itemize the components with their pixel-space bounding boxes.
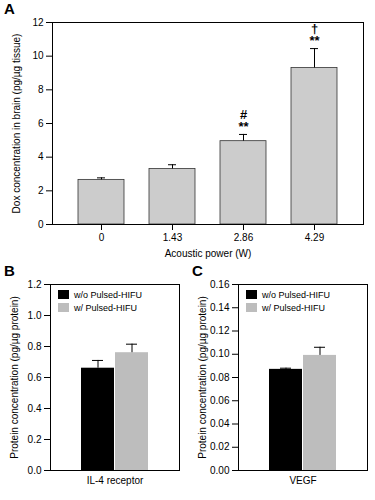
html-text:w/ Pulsed-HIFU: w/ Pulsed-HIFU: [262, 303, 325, 313]
svg-text:Acoustic power (W): Acoustic power (W): [165, 248, 252, 259]
svg-text:1.0: 1.0: [28, 310, 42, 321]
svg-text:0.10: 0.10: [210, 348, 230, 359]
svg-text:6: 6: [38, 118, 44, 129]
svg-text:0.12: 0.12: [210, 325, 230, 336]
svg-text:Protein concentration (pg/µg p: Protein concentration (pg/µg protein): [9, 296, 20, 459]
svg-text:0.06: 0.06: [210, 395, 230, 406]
svg-text:1.43: 1.43: [163, 232, 183, 243]
svg-text:IL-4 receptor: IL-4 receptor: [87, 475, 144, 486]
html-text:B: B: [4, 262, 15, 279]
svg-text:4.29: 4.29: [305, 232, 325, 243]
svg-text:VEGF: VEGF: [289, 475, 316, 486]
svg-text:4: 4: [38, 151, 44, 162]
svg-text:0: 0: [38, 219, 44, 230]
svg-text:0.4: 0.4: [28, 403, 42, 414]
svg-text:0.2: 0.2: [28, 434, 42, 445]
html-text:w/o Pulsed-HIFU: w/o Pulsed-HIFU: [74, 290, 142, 300]
svg-text:12: 12: [32, 17, 44, 28]
svg-text:0.08: 0.08: [210, 372, 230, 383]
svg-text:0.14: 0.14: [210, 302, 230, 313]
svg-text:0.0: 0.0: [28, 465, 42, 476]
html-text:C: C: [192, 262, 203, 279]
svg-text:2: 2: [38, 185, 44, 196]
svg-text:0.04: 0.04: [210, 418, 230, 429]
svg-text:#: #: [240, 107, 248, 122]
html-text:A: A: [4, 0, 15, 17]
svg-text:2.86: 2.86: [234, 232, 254, 243]
svg-text:Protein concentration (pg/µg p: Protein concentration (pg/µg protein): [197, 296, 208, 459]
svg-text:8: 8: [38, 84, 44, 95]
svg-text:0: 0: [99, 232, 105, 243]
svg-text:0.16: 0.16: [210, 279, 230, 290]
html-text:w/ Pulsed-HIFU: w/ Pulsed-HIFU: [74, 303, 137, 313]
svg-text:0.6: 0.6: [28, 372, 42, 383]
svg-text:0.00: 0.00: [210, 465, 230, 476]
svg-text:1.2: 1.2: [28, 279, 42, 290]
svg-text:10: 10: [32, 50, 44, 61]
svg-text:†: †: [311, 21, 318, 36]
svg-text:0.02: 0.02: [210, 441, 230, 452]
svg-text:Dox concentration in brain (pg: Dox concentration in brain (pg/µg tissue…: [11, 34, 22, 214]
svg-text:0.8: 0.8: [28, 341, 42, 352]
html-text:w/o Pulsed-HIFU: w/o Pulsed-HIFU: [262, 290, 330, 300]
